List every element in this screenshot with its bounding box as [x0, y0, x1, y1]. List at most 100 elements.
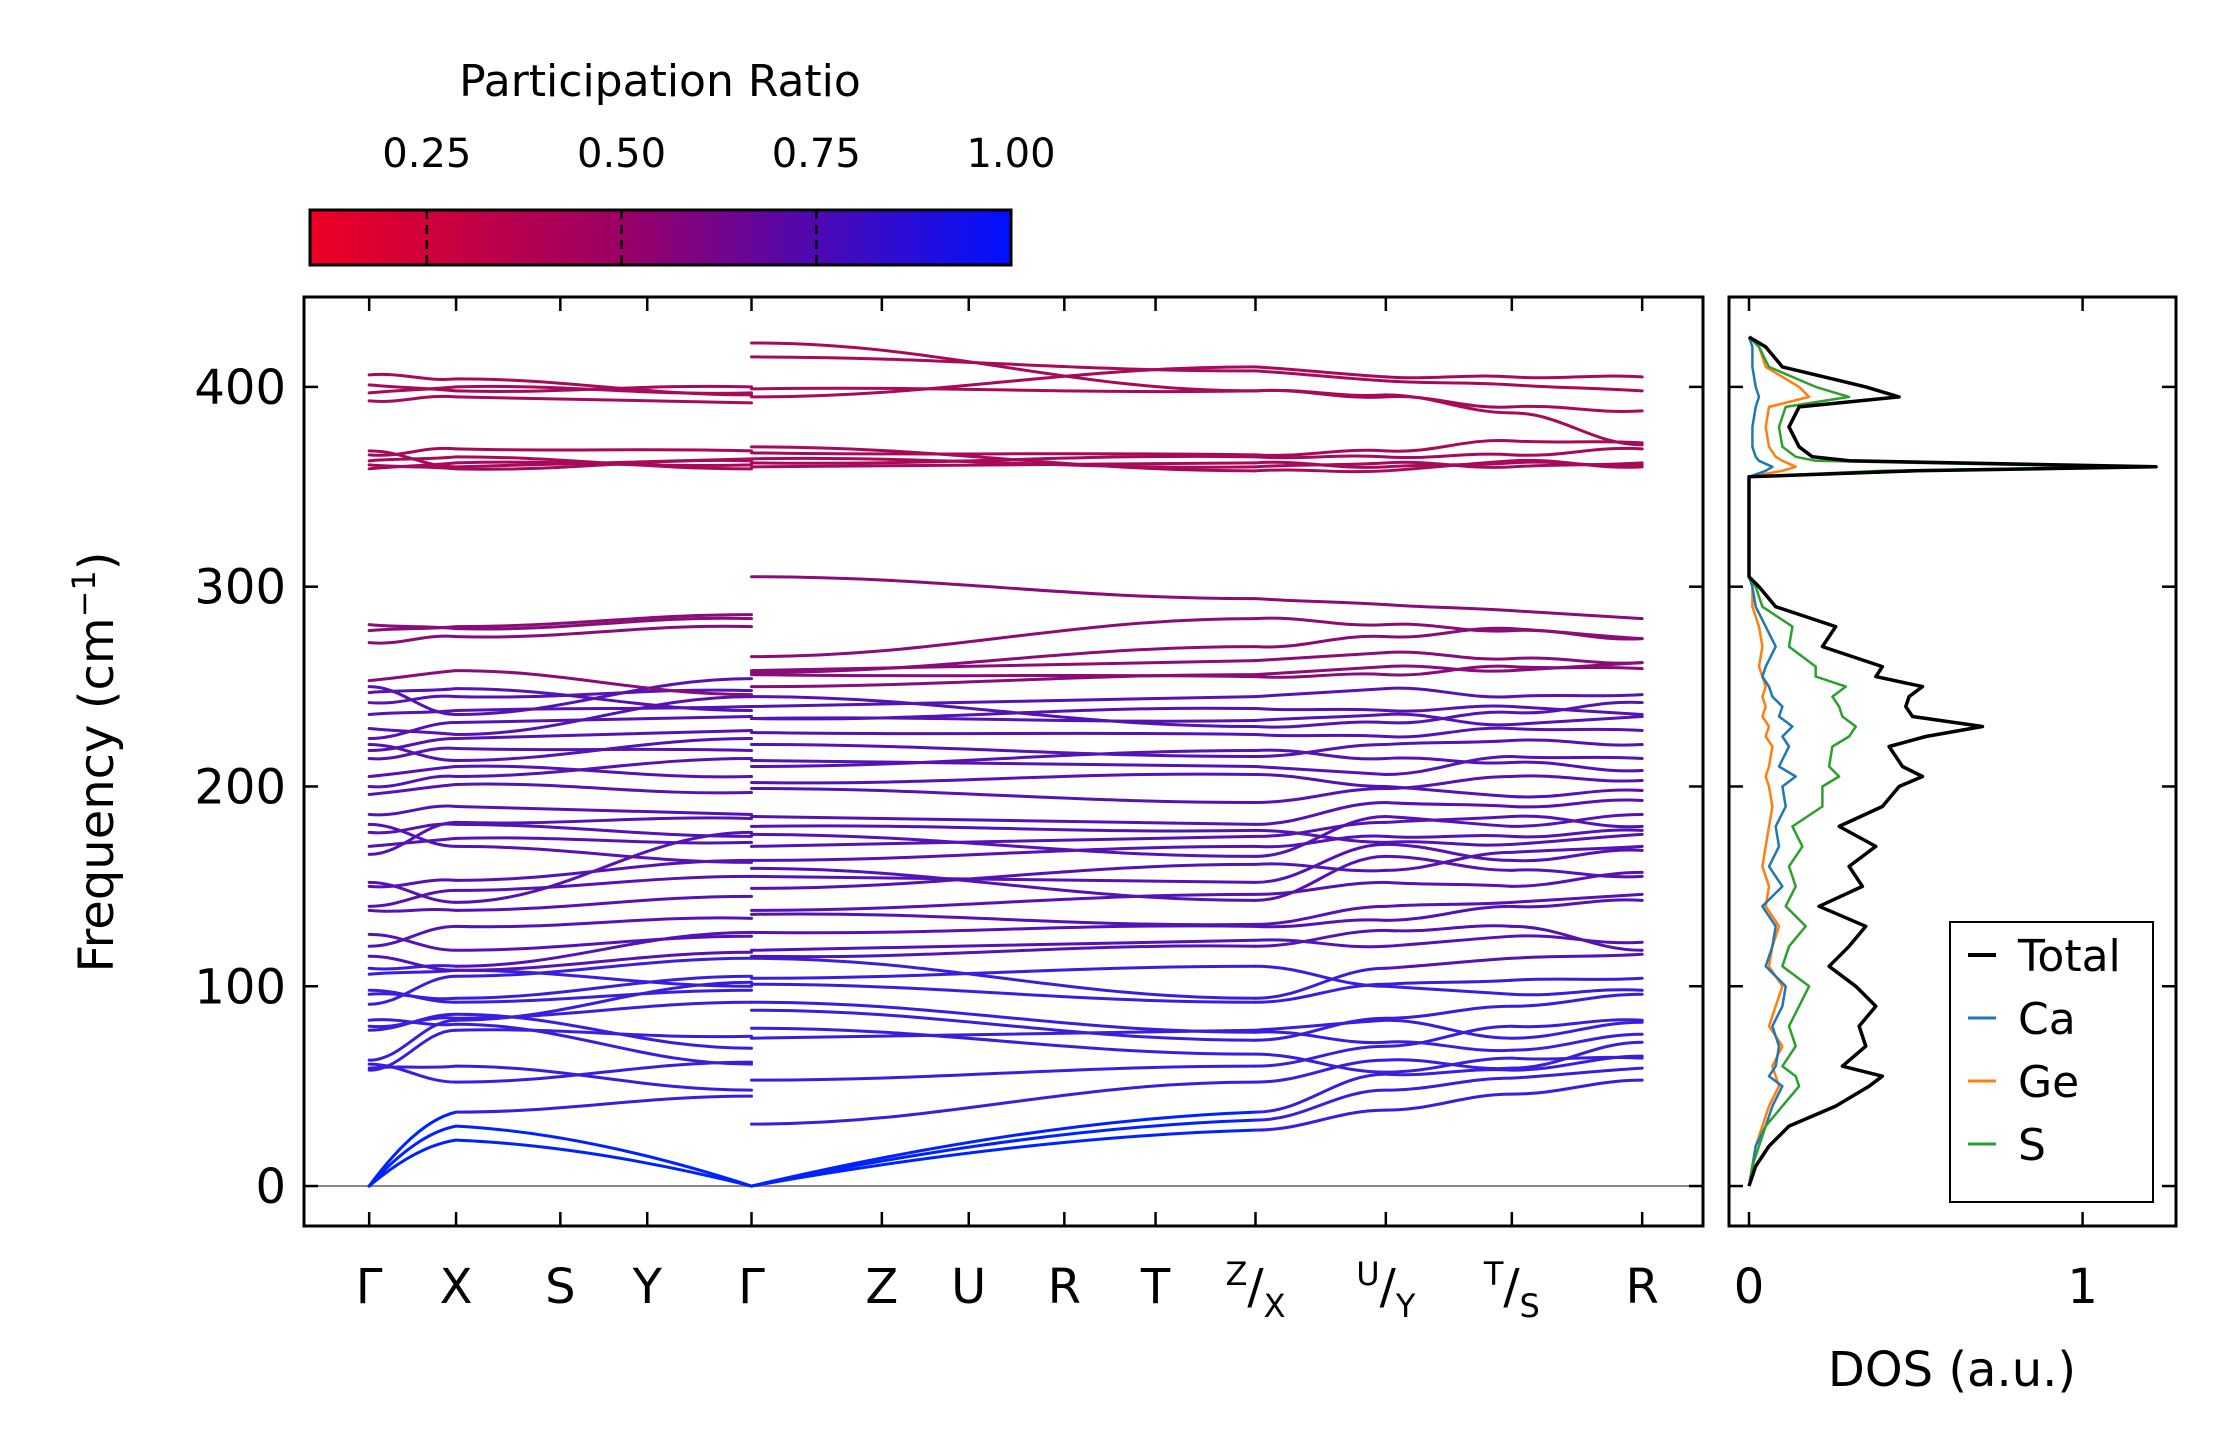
phonon-band	[750, 617, 1257, 659]
phonon-band	[750, 673, 1257, 679]
phonon-band	[1510, 976, 1644, 982]
k-point-label: T	[1140, 1259, 1171, 1315]
phonon-band	[1253, 834, 1388, 849]
phonon-band	[1384, 1056, 1514, 1074]
phonon-band	[1510, 738, 1644, 747]
phonon-band	[1510, 458, 1644, 469]
phonon-band	[367, 836, 458, 848]
phonon-band	[1253, 454, 1388, 460]
phonon-band	[1510, 934, 1644, 945]
colorbar-tick-label: 1.00	[966, 131, 1055, 177]
phonon-band	[454, 816, 754, 825]
y-tick-label: 0	[255, 1159, 286, 1215]
phonon-band	[1253, 1052, 1388, 1074]
phonon-band	[750, 451, 1257, 457]
phonon-band	[1253, 369, 1388, 383]
phonon-band	[367, 822, 458, 848]
phonon-band	[750, 824, 1257, 833]
phonon-band	[1384, 1024, 1514, 1048]
phonon-band	[1253, 651, 1388, 663]
k-point-label: S	[545, 1259, 575, 1315]
phonon-band	[367, 743, 458, 763]
phonon-band	[750, 924, 1257, 935]
y-axis-label-main: Frequency (cm	[69, 617, 125, 972]
phonon-band	[367, 685, 458, 717]
phonon-band	[1384, 978, 1514, 986]
phonon-band	[1253, 820, 1388, 838]
phonon-band	[1510, 992, 1644, 1008]
phonon-band	[1510, 844, 1644, 854]
phonon-band	[1253, 365, 1388, 379]
phonon-band	[1510, 952, 1644, 960]
phonon-band	[750, 743, 1257, 759]
phonon-band	[367, 822, 458, 835]
y-tick-label: 100	[194, 959, 286, 1015]
phonon-band	[1384, 756, 1514, 765]
phonon-band	[1253, 854, 1388, 902]
phonon-band	[1253, 733, 1388, 739]
phonon-band	[1253, 1058, 1388, 1084]
phonon-band	[1510, 1018, 1644, 1029]
phonon-band	[454, 974, 754, 1000]
phonon-band	[1253, 743, 1388, 759]
legend-label: Total	[2017, 931, 2121, 982]
phonon-band	[454, 988, 754, 1004]
phonon-band	[1510, 628, 1644, 641]
phonon-band	[1384, 626, 1514, 639]
phonon-band	[1253, 634, 1388, 649]
phonon-band	[454, 377, 754, 397]
band-structure-panel: 0 100 200 300 400 Γ X S Y Γ Z U R T Z/X U/Y T/S R Frequen…	[65, 295, 1705, 1325]
k-point-label: Y	[632, 1259, 663, 1315]
y-axis-label-close: )	[69, 551, 125, 570]
phonon-band	[1510, 693, 1644, 699]
phonon-band	[1384, 840, 1514, 847]
phonon-band	[1384, 664, 1514, 677]
phonon-band	[1510, 609, 1644, 621]
legend-label: Ca	[2018, 994, 2076, 1045]
phonon-band	[1384, 1004, 1514, 1020]
phonon-band	[750, 912, 1257, 927]
dos-x-tick-label: 0	[1734, 1259, 1765, 1315]
phonon-band	[750, 844, 1257, 862]
phonon-band	[1384, 686, 1514, 699]
phonon-band	[1384, 1018, 1514, 1040]
phonon-band	[750, 956, 1257, 1000]
phonon-band	[1384, 834, 1514, 839]
phonon-band	[750, 706, 1257, 721]
phonon-band	[750, 1080, 1257, 1126]
phonon-band	[750, 365, 1257, 399]
phonon-band	[454, 916, 754, 929]
phonon-band	[1384, 956, 1514, 970]
phonon-band	[367, 463, 458, 471]
k-point-label: Z	[865, 1259, 898, 1315]
phonon-band	[750, 386, 1257, 394]
phonon-band	[1510, 446, 1644, 457]
phonon-band	[750, 814, 1257, 826]
k-point-label: R	[1625, 1259, 1658, 1315]
phonon-band	[367, 1028, 458, 1072]
phonon-band	[454, 1138, 754, 1188]
phonon-band	[1253, 1108, 1388, 1132]
phonon-band	[367, 964, 458, 971]
phonon-band	[1510, 848, 1644, 863]
phonon-band	[1384, 934, 1514, 948]
phonon-band	[367, 1018, 458, 1027]
phonon-band	[1384, 800, 1514, 808]
phonon-band	[1253, 1030, 1388, 1045]
phonon-band	[1510, 828, 1644, 839]
band-plot-frame	[302, 295, 1705, 1228]
phonon-band	[1510, 727, 1644, 733]
phonon-band	[750, 786, 1257, 804]
phonon-band	[1253, 842, 1388, 884]
phonon-band	[454, 395, 754, 405]
phonon-band	[367, 727, 458, 737]
k-point-label: T/S	[1483, 1255, 1540, 1325]
phonon-band	[1384, 650, 1514, 661]
phonon-band	[454, 447, 754, 453]
phonon-band	[1510, 892, 1644, 904]
legend-label: S	[2018, 1120, 2046, 1171]
phonon-band	[367, 737, 458, 753]
phonon-band	[750, 1026, 1257, 1056]
